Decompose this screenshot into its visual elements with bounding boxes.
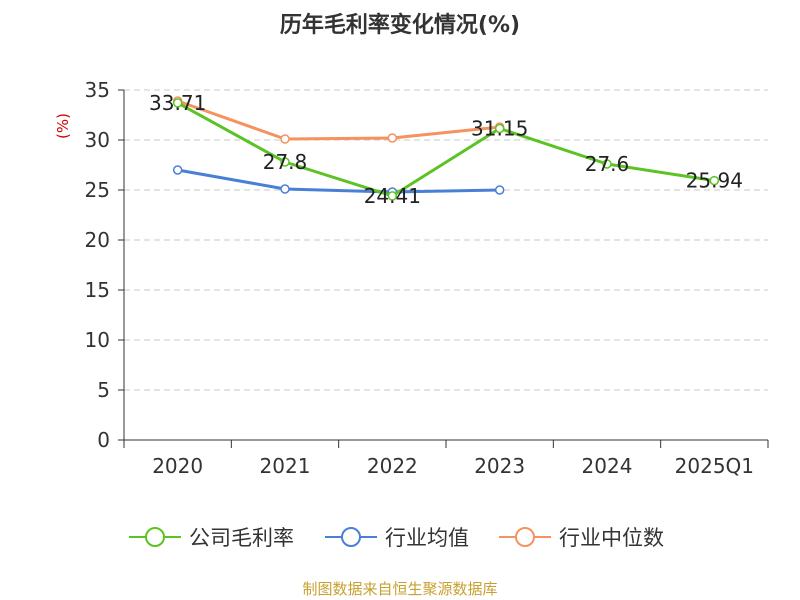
data-label: 25.94 [686, 169, 743, 193]
legend-marker [145, 527, 165, 547]
y-tick-label: 20 [85, 228, 110, 252]
y-tick-label: 5 [97, 378, 110, 402]
data-point [280, 184, 290, 194]
series-line [177, 168, 500, 194]
data-point [387, 191, 398, 201]
data-point [172, 98, 183, 108]
x-tick-label: 2021 [260, 454, 311, 478]
data-point [387, 133, 398, 143]
data-point [494, 185, 505, 195]
y-tick-label: 35 [85, 78, 110, 102]
y-tick-label: 0 [97, 428, 110, 452]
y-tick-label: 15 [85, 278, 110, 302]
legend-marker [515, 527, 535, 547]
y-tick-label: 25 [85, 178, 110, 202]
y-tick-label: 10 [85, 328, 110, 352]
series-line [176, 101, 715, 198]
grid-lines [124, 89, 768, 391]
data-labels: 33.71 27.8 24.41 31.15 27.6 25.94 [149, 91, 743, 208]
source-note: 制图数据来自恒生聚源数据库 [302, 580, 497, 598]
data-label: 31.15 [471, 117, 528, 141]
data-point [709, 175, 720, 186]
data-point [280, 157, 290, 167]
legend: 公司毛利率 行业均值 行业中位数 [129, 526, 664, 550]
legend-label: 行业中位数 [559, 526, 664, 550]
chart-title: 历年毛利率变化情况(%) [280, 12, 520, 38]
y-tick-label: 30 [85, 128, 110, 152]
axes: 0 5 10 15 20 25 30 35 2020 2021 2022 2023 2024 2025Q1 [85, 78, 769, 478]
data-label: 24.41 [364, 184, 421, 208]
x-tick-label: 2020 [152, 454, 203, 478]
data-label: 27.8 [263, 150, 308, 174]
series-lines [172, 96, 720, 201]
legend-item: 公司毛利率 [129, 526, 294, 550]
x-tick-label: 2022 [367, 454, 418, 478]
legend-label: 公司毛利率 [189, 526, 294, 550]
x-tick-label: 2024 [582, 454, 633, 478]
y-axis-label: (%) [54, 113, 72, 139]
data-point [172, 165, 183, 175]
data-point [494, 123, 505, 134]
legend-item: 行业均值 [325, 526, 469, 550]
legend-item: 行业中位数 [499, 526, 664, 550]
data-label: 27.6 [585, 152, 630, 176]
legend-marker [341, 527, 361, 547]
x-tick-label: 2023 [474, 454, 525, 478]
x-tick-label: 2025Q1 [675, 454, 754, 478]
data-point [280, 134, 290, 144]
data-point [602, 159, 612, 169]
data-label: 33.71 [149, 91, 206, 115]
legend-label: 行业均值 [385, 526, 469, 550]
series-line [177, 99, 500, 141]
